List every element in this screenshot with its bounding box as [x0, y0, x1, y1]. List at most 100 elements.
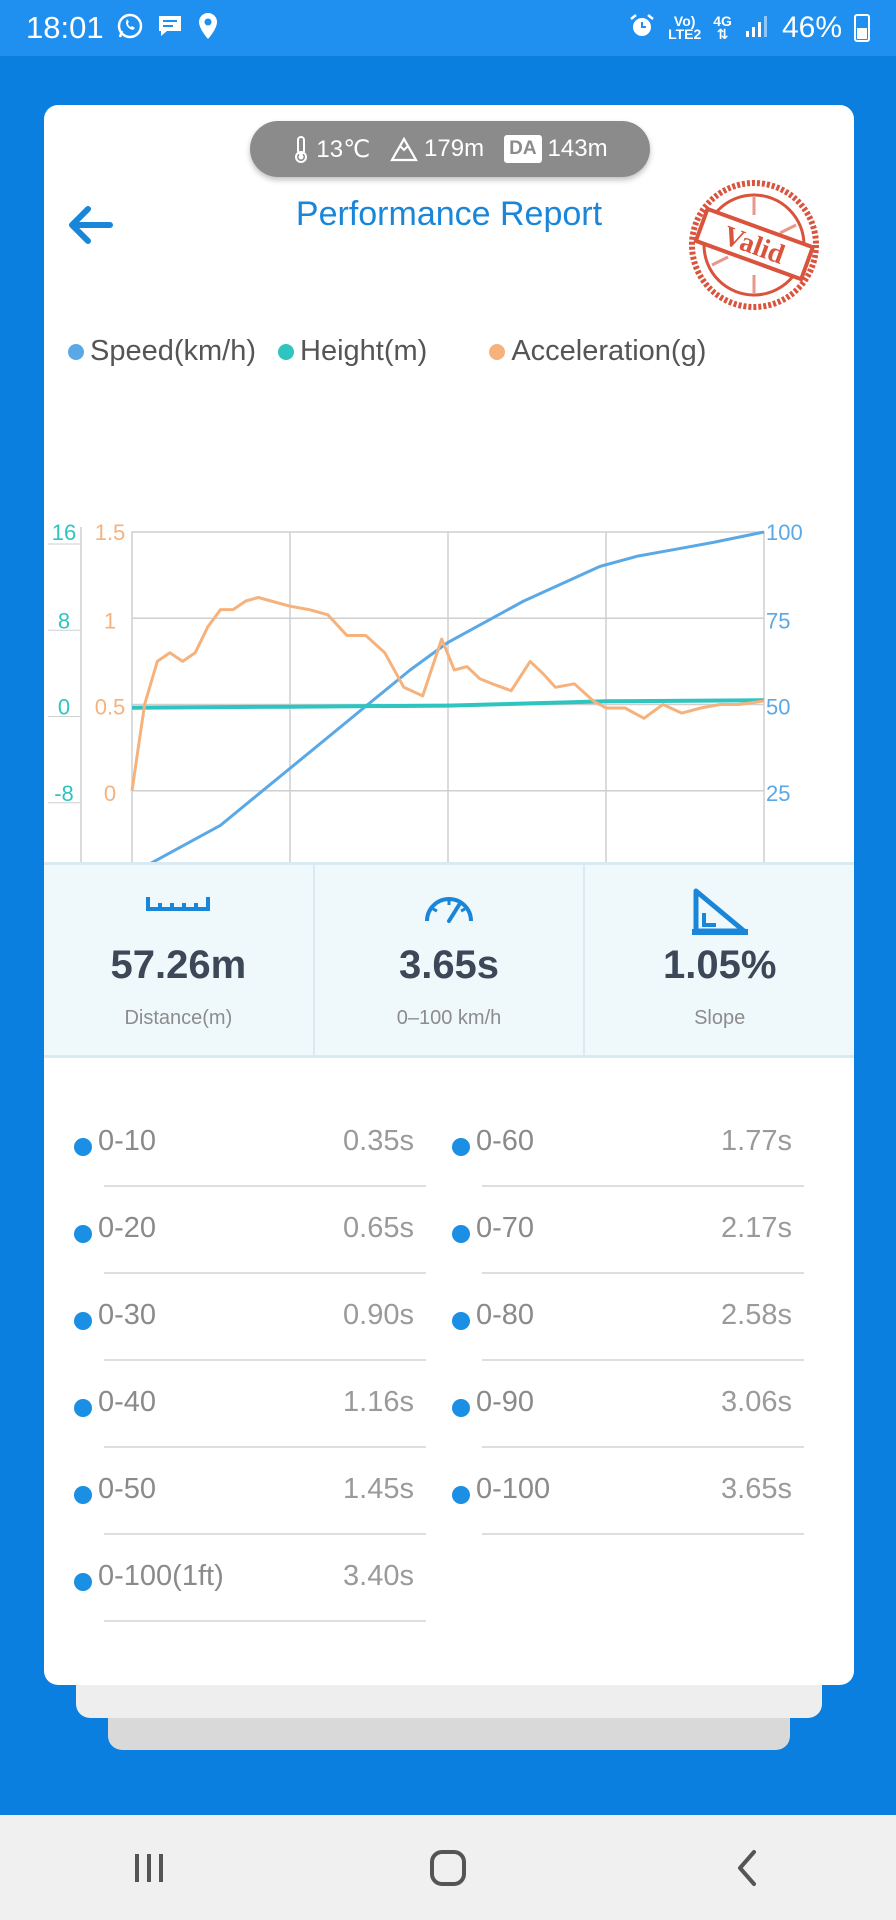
split-time-item: 0-70 2.17s	[422, 1192, 804, 1279]
split-time-label: 0-60	[476, 1125, 535, 1157]
density-altitude-value: 143m	[547, 135, 608, 162]
bullet-dot-icon	[74, 1225, 92, 1243]
back-button[interactable]	[717, 1838, 777, 1898]
split-time-value: 3.65s	[721, 1473, 792, 1505]
split-time-item: 0-40 1.16s	[44, 1366, 426, 1453]
split-time-value: 0.35s	[343, 1125, 414, 1157]
accel-dot-icon	[489, 343, 506, 360]
density-altitude-item: DA 143m	[504, 135, 608, 163]
split-time-label: 0-100	[476, 1473, 551, 1505]
alarm-icon	[628, 12, 656, 44]
zero-to-hundred-card: 3.65s 0–100 km/h	[315, 865, 586, 1055]
bullet-dot-icon	[74, 1573, 92, 1591]
split-time-value: 0.90s	[343, 1299, 414, 1331]
height-tick-label: 8	[58, 608, 70, 633]
message-icon	[156, 12, 184, 44]
recent-apps-button[interactable]	[119, 1838, 179, 1898]
legend-acceleration: Acceleration(g)	[489, 335, 706, 368]
split-time-item: 0-100 3.65s	[422, 1453, 804, 1540]
split-time-label: 0-90	[476, 1386, 535, 1418]
status-bar: 18:01 Vo) LTE2 4G ⇅ 46%	[0, 0, 896, 56]
whatsapp-icon	[116, 12, 144, 44]
home-icon	[429, 1849, 466, 1886]
row-divider	[104, 1620, 426, 1622]
split-time-item: 0-20 0.65s	[44, 1192, 426, 1279]
speed-tick-label: 100	[766, 520, 803, 545]
height-tick-label: 0	[58, 695, 70, 720]
volte-indicator: Vo) LTE2	[668, 13, 702, 42]
legend-speed: Speed(km/h)	[68, 335, 256, 368]
bullet-dot-icon	[74, 1399, 92, 1417]
split-time-item: 0-100(1ft) 3.40s	[44, 1540, 426, 1627]
row-divider	[104, 1533, 426, 1535]
volte-label: Vo)	[673, 13, 696, 29]
split-time-item: 0-90 3.06s	[422, 1366, 804, 1453]
mountain-icon	[390, 136, 418, 162]
row-divider	[482, 1533, 804, 1535]
battery-percent: 46%	[781, 11, 842, 44]
speed-tick-label: 75	[766, 608, 790, 633]
row-divider	[482, 1446, 804, 1448]
row-divider	[104, 1272, 426, 1274]
zero-to-hundred-value: 3.65s	[398, 943, 500, 987]
legend-acceleration-label: Acceleration(g)	[511, 335, 707, 367]
ruler-icon	[44, 887, 313, 937]
split-time-item: 0-60 1.77s	[422, 1105, 804, 1192]
speedometer-icon	[315, 887, 584, 937]
bullet-dot-icon	[452, 1312, 470, 1330]
home-button[interactable]	[418, 1838, 478, 1898]
slope-card: 1.05% Slope	[585, 865, 854, 1055]
split-time-label: 0-30	[98, 1299, 157, 1331]
data-arrows-icon: ⇅	[716, 26, 729, 42]
legend-height: Height(m)	[278, 335, 427, 368]
bullet-dot-icon	[452, 1486, 470, 1504]
row-divider	[104, 1446, 426, 1448]
bullet-dot-icon	[452, 1225, 470, 1243]
recent-apps-icon	[135, 1853, 164, 1882]
slope-label: Slope	[694, 1007, 746, 1029]
row-divider	[482, 1185, 804, 1187]
lte-label: LTE2	[668, 26, 702, 42]
split-time-label: 0-100(1ft)	[98, 1560, 224, 1592]
valid-stamp: Valid	[684, 175, 824, 315]
acceleration-series-line	[130, 596, 765, 792]
navigation-bar	[0, 1815, 896, 1920]
bullet-dot-icon	[452, 1399, 470, 1417]
split-time-label: 0-50	[98, 1473, 157, 1505]
bullet-dot-icon	[74, 1486, 92, 1504]
back-chevron-icon	[737, 1849, 756, 1886]
summary-panel: 57.26m Distance(m) 3.65s 0–100 km/h 1.05…	[44, 862, 854, 1058]
row-divider	[104, 1359, 426, 1361]
split-time-value: 3.06s	[721, 1386, 792, 1418]
split-time-value: 1.45s	[343, 1473, 414, 1505]
row-divider	[104, 1185, 426, 1187]
temperature-value: 13℃	[316, 135, 371, 163]
split-time-value: 2.58s	[721, 1299, 792, 1331]
clock: 18:01	[26, 10, 104, 45]
acceleration-tick-label: 1.5	[95, 520, 126, 545]
speed-dot-icon	[68, 343, 84, 360]
zero-to-hundred-label: 0–100 km/h	[396, 1007, 502, 1029]
split-time-label: 0-40	[98, 1386, 157, 1418]
speed-series-line	[131, 530, 765, 879]
network-gen-label: 4G	[713, 13, 732, 29]
split-time-item: 0-80 2.58s	[422, 1279, 804, 1366]
acceleration-tick-label: 1	[104, 608, 116, 633]
split-time-item: 0-50 1.45s	[44, 1453, 426, 1540]
bullet-dot-icon	[74, 1138, 92, 1156]
network-type: 4G ⇅	[713, 13, 732, 42]
split-time-item: 0-10 0.35s	[44, 1105, 426, 1192]
acceleration-tick-label: 0.5	[95, 695, 126, 720]
legend-height-label: Height(m)	[300, 335, 428, 367]
temperature-item: 13℃	[292, 135, 370, 164]
split-time-value: 1.77s	[721, 1125, 792, 1157]
back-arrow-icon[interactable]	[58, 193, 122, 257]
distance-label: Distance(m)	[124, 1007, 233, 1029]
row-divider	[482, 1359, 804, 1361]
split-time-label: 0-10	[98, 1125, 157, 1157]
split-time-item: 0-30 0.90s	[44, 1279, 426, 1366]
location-icon	[196, 11, 220, 45]
split-time-label: 0-20	[98, 1212, 157, 1244]
split-time-value: 3.40s	[343, 1560, 414, 1592]
